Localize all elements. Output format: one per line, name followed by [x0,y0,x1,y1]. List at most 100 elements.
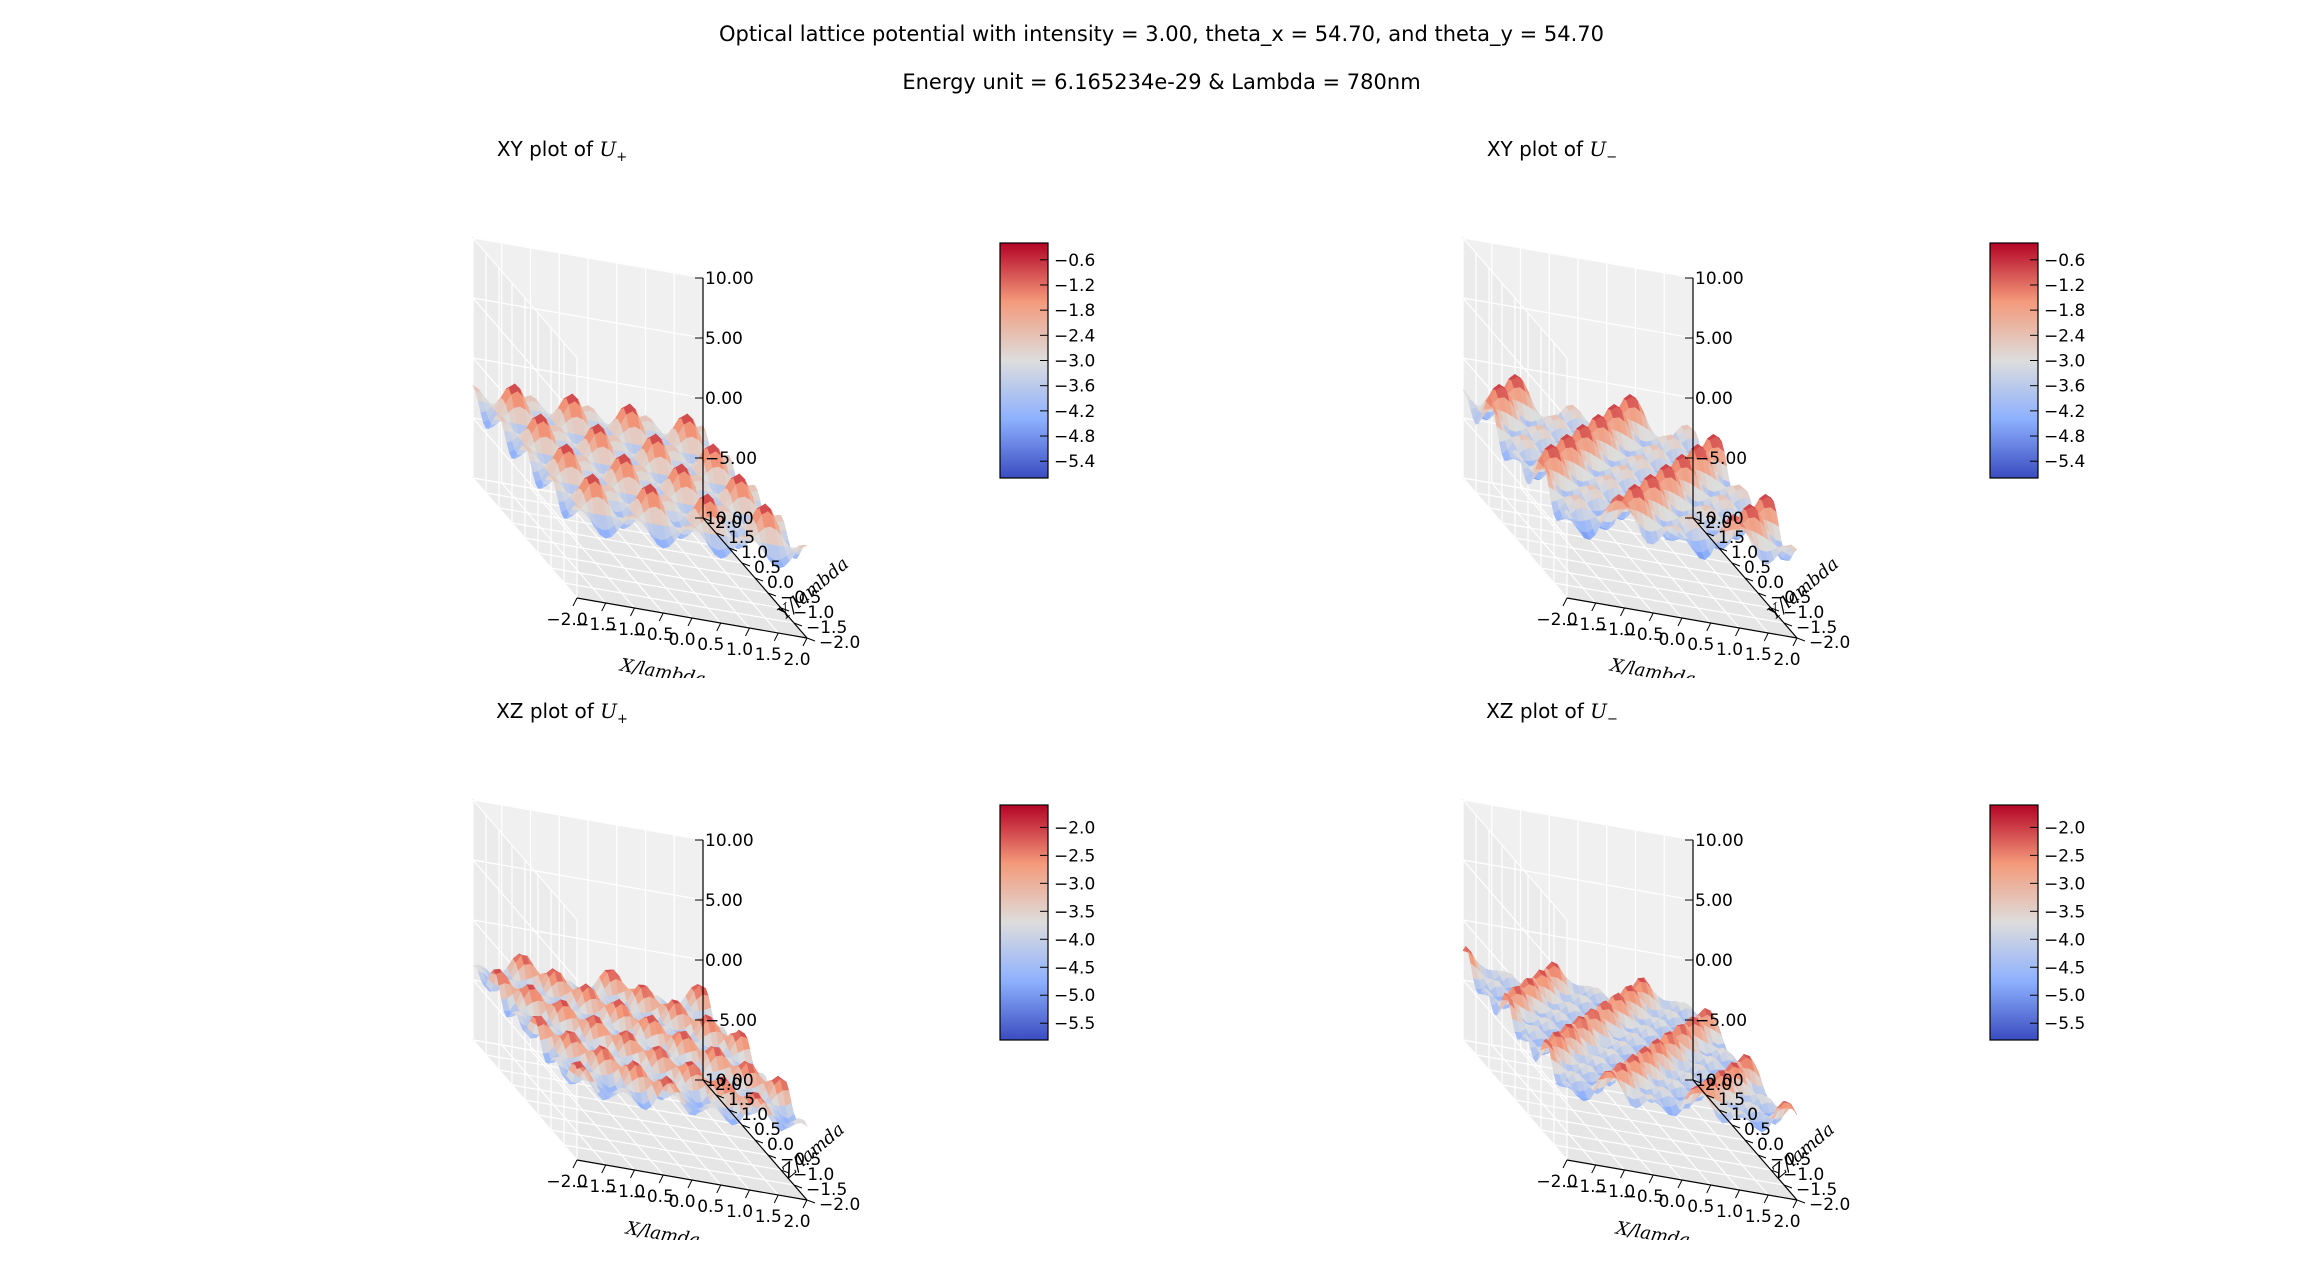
colorbar-tick-label: −4.0 [1054,930,1095,950]
surface-mesh [472,383,808,569]
y-tick-label: 2.0 [1705,513,1732,533]
z-tick-label: 0.00 [705,951,743,971]
colorbar-tick-label: −3.6 [2044,377,2085,397]
x-tick-label: −1.5 [1565,615,1606,635]
surface-plot-svg: −2.0−1.5−1.0−0.50.0 0.5 1.0 1.5 2.0−2.0−1.5−… [1461,137,2085,690]
y-tick-label: −0.5 [780,588,821,608]
y-tick-label: 0.5 [754,1120,781,1140]
x-tick-label: 1.0 [726,640,753,660]
y-tick-label: 1.5 [1718,528,1745,548]
colorbar-tick-label: −4.5 [1054,958,1095,978]
colorbar-tick-label: −3.0 [1054,352,1095,372]
surface-mesh [472,953,808,1132]
figure-title: Optical lattice potential with intensity… [718,22,1605,46]
x-tick-label: −1.0 [604,620,645,640]
x-tick-label: −1.0 [1594,620,1635,640]
x-tick-label: −0.5 [633,1187,674,1207]
y-tick-label: −0.5 [780,1150,821,1170]
x-tick-label: −2.0 [1536,610,1577,630]
colorbar-tick-label: −5.5 [1054,1014,1095,1034]
x-tick-label: 1.0 [726,1202,753,1222]
y-tick-label: 0.0 [767,573,794,593]
y-tick-label: −2.0 [1809,633,1850,653]
x-tick-label: 1.5 [755,1207,782,1227]
surface-plot-svg: −2.0−1.5−1.0−0.50.0 0.5 1.0 1.5 2.0−2.0−1.5−… [471,137,1095,690]
subplot-title: XY plot of U+ [497,138,627,165]
x-tick-label: −1.0 [604,1182,645,1202]
colorbar-tick-label: −4.8 [2044,427,2085,447]
surface-plot-svg: −2.0−1.5−1.0−0.50.0 0.5 1.0 1.5 2.0−2.0−1.5−… [1461,699,2085,1251]
surface-mesh [1462,945,1798,1133]
colorbar-tick-label: −4.8 [1054,427,1095,447]
y-tick-label: −2.0 [819,633,860,653]
colorbar-tick-label: −3.0 [2044,352,2085,372]
x-tick-label: 0.5 [697,1197,724,1217]
y-tick-label: −1.5 [806,618,847,638]
z-tick-label: 10.00 [705,269,754,289]
x-tick-label: 1.5 [755,645,782,665]
surface-facet [797,1117,808,1127]
x-tick-label: 0.0 [668,630,695,650]
y-tick-label: 0.0 [1757,573,1784,593]
x-tick-label: 0.5 [697,635,724,655]
subplot-xy-u-minus: −2.0 −1.5 −1.0 −0.5 0.0 0.5 1.0 1.5 2.0 −2.0 −1.5−… [1330,137,2323,690]
colorbar-tick-label: −0.6 [2044,251,2085,271]
x-tick-label: −1.5 [575,1177,616,1197]
subplot-title: XZ plot of U+ [496,700,628,727]
y-tick-label: 0.5 [1744,558,1771,578]
colorbar-tick-label: −2.4 [1054,326,1095,346]
x-tick-label: 0.0 [1658,630,1685,650]
y-tick-label: 1.0 [741,543,768,563]
y-tick-label: −1.0 [793,1165,834,1185]
colorbar-tick-label: −1.2 [2044,276,2085,296]
x-tick-label: −2.0 [546,1172,587,1192]
x-tick-label: −0.5 [1623,625,1664,645]
z-tick-label: 5.00 [1695,329,1733,349]
z-tick-label: 0.00 [1695,389,1733,409]
x-tick-label: 0.5 [1687,635,1714,655]
subplot-xy-u-plus: −2.0 −1.5 −1.0 −0.5 0.0 0.5 1.0 1.5 2.0 −2.0 −1.5−… [340,137,1400,690]
z-tick-label: 5.00 [705,329,743,349]
z-tick-label: −5.00 [705,1011,757,1031]
y-tick-label: 1.5 [728,1090,755,1110]
figure-subtitle: Energy unit = 6.165234e-29 & Lambda = 78… [902,70,1421,94]
colorbar-tick-label: −5.4 [2044,452,2085,472]
z-tick-label: 10.00 [705,509,754,529]
z-tick-label: 0.00 [705,389,743,409]
colorbar-tick-label: −3.0 [1054,874,1095,894]
z-tick-label: 5.00 [705,891,743,911]
y-tick-label: 0.0 [767,1135,794,1155]
y-tick-label: −1.5 [806,1180,847,1200]
y-tick-label: −1.0 [1783,603,1824,623]
x-tick-label: 2.0 [783,1212,810,1232]
z-tick-label: −5.00 [1695,449,1747,469]
x-axis-label: X/lambda [1607,654,1698,678]
colorbar-tick-label: −1.8 [1054,301,1095,321]
colorbar-tick-label: −3.6 [1054,377,1095,397]
y-tick-label: −1.5 [1796,618,1837,638]
colorbar-tick-label: −1.2 [1054,276,1095,296]
surface-facet [1788,544,1798,553]
subplot-xz-u-plus: −2.0 −1.5 −1.0 −0.5 0.0 0.5 1.0 1.5 2.0 −2.0 −1.5−… [340,699,1400,1251]
y-tick-label: −1.0 [793,603,834,623]
x-tick-label: 0.0 [668,1192,695,1212]
colorbar-tick-label: −3.5 [1054,902,1095,922]
x-axis-label: X/lambda [617,654,708,678]
surface-plot-svg: −2.0−1.5−1.0−0.50.0 0.5 1.0 1.5 2.0−2.0−1.5−… [471,699,1095,1251]
z-tick-label: 10.00 [705,1071,754,1091]
x-tick-label: −2.0 [546,610,587,630]
colorbar-tick-label: −5.4 [1054,452,1095,472]
subplot-title: XY plot of U− [1487,138,1617,165]
z-tick-label: 10.00 [1695,269,1744,289]
colorbar-tick-label: −2.0 [1054,818,1095,838]
x-tick-label: 2.0 [1773,650,1800,670]
z-tick-label: 10.00 [705,831,754,851]
y-tick-label: 1.5 [728,528,755,548]
z-tick-label: −5.00 [705,449,757,469]
x-tick-label: −0.5 [633,625,674,645]
colorbar-tick-label: −2.4 [2044,326,2085,346]
y-tick-label: −0.5 [1770,588,1811,608]
colorbar-tick-label: −2.5 [1054,846,1095,866]
subplot-xz-u-minus: −2.0 −1.5 −1.0 −0.5 0.0 0.5 1.0 1.5 2.0 −2.0 −1.5−… [1330,699,2323,1251]
x-tick-label: 2.0 [783,650,810,670]
